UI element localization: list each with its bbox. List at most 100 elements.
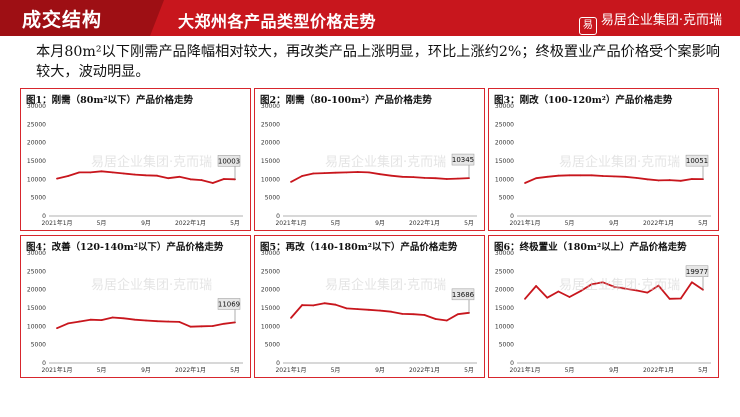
data-point <box>345 171 348 174</box>
slide-title: 大郑州各产品类型价格走势 <box>178 12 377 31</box>
y-tick-label: 25000 <box>27 121 46 128</box>
x-tick-label: 9月 <box>141 367 151 374</box>
data-point <box>401 175 404 178</box>
x-tick-label: 9月 <box>609 220 619 227</box>
y-tick-label: 20000 <box>495 287 514 294</box>
data-point <box>156 320 159 323</box>
y-tick-label: 15000 <box>495 158 514 165</box>
data-point <box>290 181 292 183</box>
header-bar: 成交结构 大郑州各产品类型价格走势 易易居企业集团·克而瑞 <box>0 0 740 36</box>
callout-box <box>217 298 241 310</box>
data-point <box>200 325 203 328</box>
x-tick-label: 5月 <box>331 220 341 227</box>
y-tick-label: 15000 <box>27 305 46 312</box>
data-point <box>122 172 125 175</box>
data-point <box>133 173 136 176</box>
chart-svg: 0 5000 10000 15000 20000 25000 30000 2021年1月 5月 9… <box>261 250 477 374</box>
data-point <box>312 172 315 175</box>
y-tick-label: 20000 <box>495 140 514 147</box>
data-point <box>323 302 326 305</box>
chart-svg: 0 5000 10000 15000 20000 25000 30000 2021年1月 5月 9… <box>27 103 243 227</box>
data-point <box>211 325 214 327</box>
chart-title: 图3：刚改（100-120m²）产品价格走势 <box>494 95 673 106</box>
chart-panel-6: 图6：终极置业（180m²以上）产品价格走势 0 5000 10000 15000 200… <box>488 235 719 378</box>
data-point <box>211 182 214 184</box>
data-point <box>290 317 292 319</box>
data-point <box>56 177 58 180</box>
callout-value: 11069 <box>218 300 240 308</box>
summary-text: 本月80m²以下刚需产品降幅相对较大，再改类产品上涨明显，环比上涨约2%；终极置… <box>36 44 720 80</box>
data-point <box>56 327 58 330</box>
data-point <box>468 311 470 314</box>
data-point <box>590 283 593 286</box>
y-tick-label: 0 <box>510 213 514 220</box>
y-tick-label: 25000 <box>495 121 514 128</box>
y-tick-label: 15000 <box>261 305 280 312</box>
chart-svg: 0 5000 10000 15000 20000 25000 30000 2021年1月 5月 9… <box>261 103 477 227</box>
data-point <box>657 179 660 182</box>
data-point <box>601 175 604 177</box>
data-point <box>367 308 370 311</box>
x-tick-label: 5月 <box>464 220 474 227</box>
y-tick-label: 5000 <box>265 342 280 349</box>
data-point <box>145 174 147 177</box>
data-point <box>89 318 92 321</box>
data-point <box>412 176 415 179</box>
y-tick-label: 5000 <box>265 195 280 202</box>
callout-box <box>451 153 475 166</box>
chart-panel-4: 图4：改善（120-140m²以下）产品价格走势 0 5000 10000 15000 2… <box>20 235 251 378</box>
data-point <box>178 175 181 178</box>
x-tick-label: 9月 <box>141 220 151 227</box>
data-point <box>401 312 404 315</box>
y-tick-label: 0 <box>276 213 280 220</box>
y-tick-label: 5000 <box>31 342 46 349</box>
data-point <box>423 314 426 316</box>
data-point <box>301 175 304 177</box>
y-tick-label: 15000 <box>261 158 280 165</box>
chart-panel-5: 图5：再改（140-180m²以下）产品价格走势 0 5000 10000 15000 2… <box>254 235 485 378</box>
data-point <box>145 319 147 322</box>
data-point <box>445 319 448 322</box>
y-tick-label: 30000 <box>261 103 280 110</box>
x-tick-label: 5月 <box>97 367 107 374</box>
data-point <box>456 313 459 316</box>
data-point <box>345 307 348 310</box>
x-tick-label: 5月 <box>331 367 341 374</box>
y-tick-label: 10000 <box>27 323 46 330</box>
x-tick-label: 5月 <box>230 220 240 227</box>
y-tick-label: 15000 <box>495 305 514 312</box>
data-point <box>67 175 70 177</box>
data-point <box>524 182 526 184</box>
data-point <box>390 174 393 177</box>
x-tick-label: 2021年1月 <box>41 219 72 227</box>
x-tick-label: 5月 <box>698 220 708 227</box>
data-point <box>668 179 671 181</box>
chart-panel-1: 图1：刚需（80m²以下）产品价格走势 0 5000 10000 15000 20000 2… <box>20 88 251 231</box>
callout-value: 19977 <box>686 268 708 276</box>
x-tick-label: 5月 <box>97 220 107 227</box>
y-tick-label: 25000 <box>261 268 280 275</box>
x-tick-label: 5月 <box>230 367 240 374</box>
data-point <box>167 177 170 180</box>
data-point <box>367 171 370 174</box>
y-tick-label: 0 <box>42 213 46 220</box>
section-title: 成交结构 <box>22 9 103 31</box>
series-line <box>524 281 704 300</box>
y-tick-label: 30000 <box>27 250 46 257</box>
y-tick-label: 0 <box>510 360 514 367</box>
x-tick-label: 2021年1月 <box>509 366 540 374</box>
data-point <box>668 297 671 300</box>
series-line <box>290 302 470 322</box>
chart-title: 图2：刚需（80-100m²）产品价格走势 <box>260 95 432 106</box>
data-point <box>679 179 682 182</box>
callout-value: 13686 <box>452 291 475 299</box>
data-point <box>579 290 582 293</box>
data-point <box>535 177 538 180</box>
x-tick-label: 5月 <box>464 367 474 374</box>
x-tick-label: 2022年1月 <box>409 219 440 227</box>
data-point <box>390 310 393 313</box>
chart-title: 图4：改善（120-140m²以下）产品价格走势 <box>26 242 224 253</box>
data-point <box>445 178 448 180</box>
data-point <box>167 320 170 323</box>
data-point <box>557 290 560 293</box>
